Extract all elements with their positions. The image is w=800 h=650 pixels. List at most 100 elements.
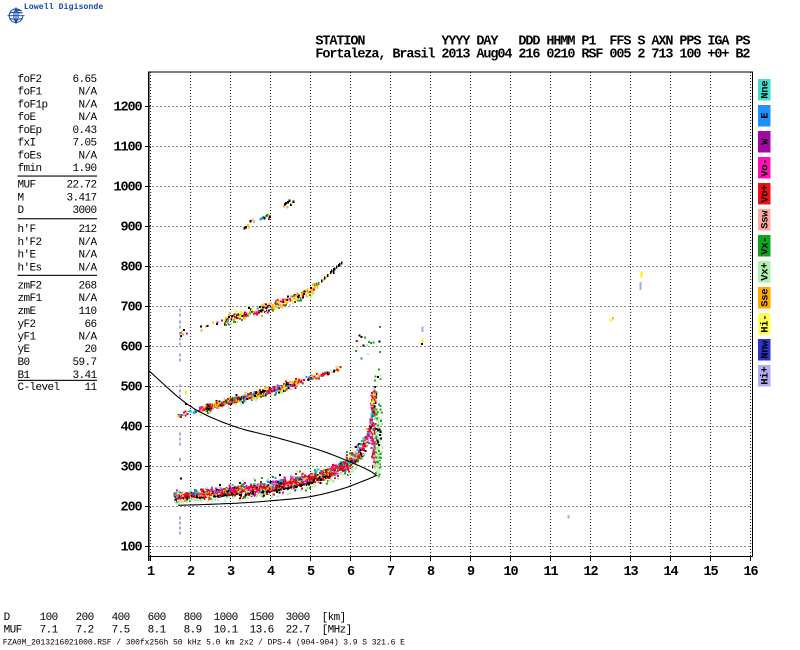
svg-text:AXN: AXN: [651, 35, 673, 50]
svg-text:N/A: N/A: [78, 150, 97, 162]
svg-text:1500: 1500: [250, 612, 274, 624]
svg-text:N/A: N/A: [78, 99, 97, 111]
svg-text:1200: 1200: [113, 101, 142, 116]
svg-text:59.7: 59.7: [72, 357, 96, 369]
svg-text:RSF: RSF: [581, 48, 603, 63]
svg-text:YYYY: YYYY: [441, 35, 471, 50]
svg-text:300: 300: [120, 461, 142, 476]
svg-text:B1: B1: [18, 370, 31, 382]
svg-text:4: 4: [267, 565, 275, 580]
svg-text:STATION: STATION: [315, 35, 365, 50]
svg-text:foF1: foF1: [18, 87, 43, 99]
svg-text:600: 600: [120, 341, 142, 356]
svg-text:E: E: [760, 113, 772, 119]
svg-text:2013: 2013: [441, 48, 470, 63]
svg-text:6: 6: [347, 565, 355, 580]
svg-text:5: 5: [307, 565, 315, 580]
svg-text:800: 800: [120, 261, 142, 276]
svg-text:20: 20: [84, 344, 96, 356]
svg-text:110: 110: [78, 306, 96, 318]
svg-text:Hi-: Hi-: [760, 315, 772, 333]
svg-text:1000: 1000: [113, 181, 142, 196]
svg-text:22.72: 22.72: [66, 180, 96, 192]
svg-text:h'F2: h'F2: [18, 237, 42, 249]
svg-text:B2: B2: [735, 48, 750, 63]
svg-text:yE: yE: [18, 344, 31, 356]
svg-text:7: 7: [387, 565, 395, 580]
svg-text:DAY: DAY: [476, 35, 499, 50]
svg-text:fxI: fxI: [18, 138, 36, 150]
svg-text:200: 200: [76, 612, 94, 624]
svg-text:212: 212: [78, 224, 96, 236]
svg-text:100: 100: [40, 612, 58, 624]
svg-text:400: 400: [112, 612, 130, 624]
svg-text:2: 2: [187, 565, 195, 580]
svg-text:600: 600: [148, 612, 166, 624]
svg-text:zmF1: zmF1: [18, 293, 43, 305]
svg-text:[MHz]: [MHz]: [322, 625, 352, 637]
svg-text:N/A: N/A: [78, 250, 97, 262]
svg-text:11: 11: [84, 382, 97, 394]
svg-text:Ssw: Ssw: [760, 210, 772, 229]
svg-text:foEp: foEp: [18, 125, 42, 137]
svg-text:800: 800: [184, 612, 202, 624]
svg-text:PS: PS: [735, 35, 750, 50]
svg-text:1: 1: [147, 565, 155, 580]
svg-text:MUF: MUF: [4, 625, 22, 637]
svg-text:PPS: PPS: [679, 35, 701, 50]
svg-text:N/A: N/A: [78, 293, 97, 305]
svg-text:N/A: N/A: [78, 332, 97, 344]
svg-text:Fortaleza, Brasil: Fortaleza, Brasil: [315, 48, 435, 63]
svg-text:yF2: yF2: [18, 319, 36, 331]
svg-text:MUF: MUF: [18, 180, 36, 192]
svg-text:700: 700: [120, 301, 142, 316]
svg-text:9: 9: [467, 565, 475, 580]
svg-text:M: M: [18, 192, 24, 204]
svg-text:100: 100: [679, 48, 701, 63]
svg-text:W: W: [760, 138, 772, 145]
svg-text:200: 200: [120, 501, 142, 516]
svg-text:h'Es: h'Es: [18, 262, 42, 274]
svg-text:14: 14: [663, 565, 678, 580]
svg-text:8.9: 8.9: [184, 625, 202, 637]
svg-text:N/A: N/A: [78, 262, 97, 274]
svg-text:3.41: 3.41: [72, 370, 97, 382]
svg-text:10: 10: [503, 565, 518, 580]
svg-text:Vx-: Vx-: [760, 237, 772, 255]
svg-text:Nne: Nne: [760, 81, 772, 99]
svg-text:216: 216: [518, 48, 540, 63]
svg-text:66: 66: [84, 319, 96, 331]
svg-text:3.417: 3.417: [66, 192, 96, 204]
svg-text:h'F: h'F: [18, 224, 36, 236]
svg-text:+0+: +0+: [707, 48, 729, 63]
svg-text:yF1: yF1: [18, 332, 37, 344]
svg-text:400: 400: [120, 421, 142, 436]
svg-text:2: 2: [637, 48, 645, 63]
svg-text:500: 500: [120, 381, 142, 396]
svg-text:Lowell Digisonde: Lowell Digisonde: [24, 3, 104, 12]
svg-text:13.6: 13.6: [250, 625, 274, 637]
svg-text:D: D: [4, 612, 11, 624]
svg-text:HHMM: HHMM: [546, 35, 575, 50]
svg-text:713: 713: [651, 48, 673, 63]
svg-text:Aug04: Aug04: [476, 48, 512, 63]
svg-text:15: 15: [703, 565, 718, 580]
svg-text:6.65: 6.65: [72, 74, 96, 86]
svg-text:h'E: h'E: [18, 250, 37, 262]
svg-text:1000: 1000: [214, 612, 238, 624]
svg-text:1100: 1100: [113, 141, 142, 156]
svg-text:22.7: 22.7: [286, 625, 310, 637]
svg-text:Vx+: Vx+: [760, 263, 772, 281]
svg-text:11: 11: [543, 565, 558, 580]
svg-text:N/A: N/A: [78, 112, 97, 124]
svg-text:12: 12: [583, 565, 598, 580]
svg-text:8.1: 8.1: [148, 625, 167, 637]
svg-text:N/A: N/A: [78, 237, 97, 249]
svg-text:005: 005: [609, 48, 631, 63]
svg-text:10.1: 10.1: [214, 625, 239, 637]
svg-text:FZA0M_2013216021000.RSF / 300f: FZA0M_2013216021000.RSF / 300fx256h 50 k…: [3, 639, 405, 648]
svg-text:foF1p: foF1p: [18, 99, 48, 111]
svg-text:7.05: 7.05: [72, 138, 96, 150]
svg-text:0.43: 0.43: [72, 125, 96, 137]
svg-text:foE: foE: [18, 112, 37, 124]
